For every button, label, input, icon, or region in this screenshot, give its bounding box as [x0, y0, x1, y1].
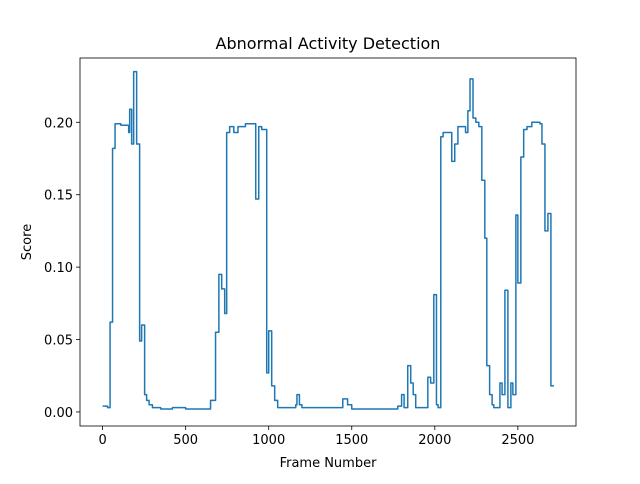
y-axis-label: Score	[20, 224, 35, 260]
x-tick-label: 500	[173, 433, 198, 448]
x-axis-label: Frame Number	[280, 456, 378, 471]
plot-frame	[79, 57, 577, 427]
data-line	[102, 70, 554, 410]
chart-title: Abnormal Activity Detection	[216, 34, 441, 53]
x-tick-label: 0	[98, 433, 106, 448]
x-tick-label: 2000	[418, 433, 451, 448]
x-tick-label: 2500	[501, 433, 534, 448]
y-tick-label: 0.10	[44, 261, 73, 276]
y-tick-label: 0.00	[44, 406, 73, 421]
y-tick-label: 0.15	[44, 189, 73, 204]
y-tick-label: 0.20	[44, 116, 73, 131]
x-tick-label: 1000	[252, 433, 285, 448]
x-tick-label: 1500	[335, 433, 368, 448]
y-tick-label: 0.05	[44, 334, 73, 349]
